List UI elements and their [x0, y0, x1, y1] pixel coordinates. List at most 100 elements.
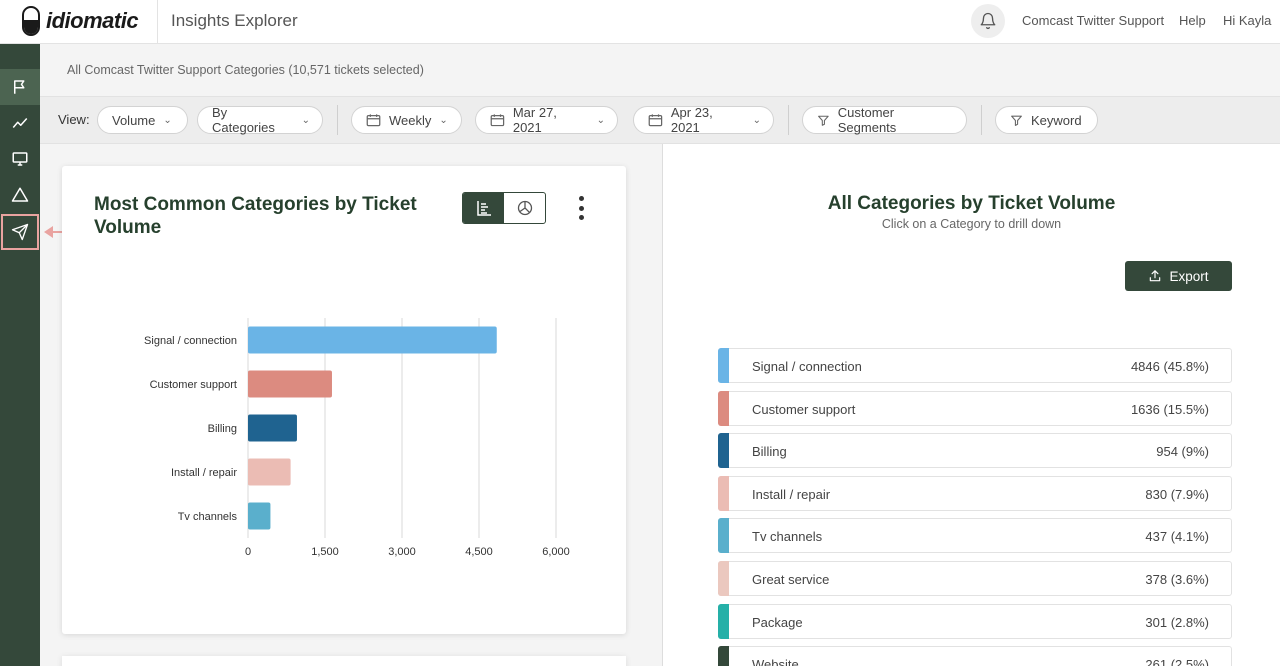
category-value: 261 (2.5%) — [1145, 657, 1209, 666]
pie-chart-toggle[interactable] — [504, 193, 545, 223]
category-color-swatch — [718, 646, 729, 666]
chevron-down-icon: ⌄ — [301, 114, 310, 126]
category-value: 437 (4.1%) — [1145, 529, 1209, 545]
bar[interactable] — [248, 414, 297, 442]
sidebar-item-trends[interactable] — [0, 105, 40, 141]
customer-segments-button[interactable]: Customer Segments — [802, 105, 967, 135]
category-color-swatch — [718, 433, 729, 469]
org-link[interactable]: Comcast Twitter Support — [1022, 13, 1165, 28]
interval-value: Weekly — [389, 112, 432, 128]
category-row[interactable]: Install / repair 830 (7.9%) — [718, 475, 1232, 511]
y-category-label: Tv channels — [178, 511, 238, 523]
grouping-dropdown[interactable]: By Categories ⌄ — [197, 105, 323, 135]
trend-icon — [12, 118, 28, 128]
category-name: Install / repair — [752, 486, 831, 502]
sidebar-item-flag[interactable] — [0, 69, 40, 105]
top-header: idiomatic Insights Explorer Comcast Twit… — [0, 0, 1280, 44]
help-link[interactable]: Help — [1179, 13, 1206, 28]
sidebar-item-alerts[interactable] — [0, 177, 40, 213]
category-name: Website — [752, 657, 799, 666]
chevron-down-icon: ⌄ — [752, 114, 761, 126]
interval-dropdown[interactable]: Weekly ⌄ — [351, 106, 462, 134]
sidebar-item-send[interactable] — [1, 214, 39, 250]
x-tick-label: 4,500 — [465, 546, 493, 558]
breadcrumb: All Comcast Twitter Support Categories (… — [67, 63, 424, 77]
sidebar — [0, 44, 40, 666]
category-row[interactable]: Customer support 1636 (15.5%) — [718, 390, 1232, 426]
bar-chart-toggle[interactable] — [463, 193, 504, 223]
logo-mark-icon — [22, 6, 40, 36]
category-row[interactable]: Tv channels 437 (4.1%) — [718, 518, 1232, 554]
app-title: Insights Explorer — [171, 11, 298, 30]
metric-dropdown[interactable]: Volume ⌄ — [97, 106, 188, 134]
filter-icon — [818, 115, 829, 126]
keyword-label: Keyword — [1031, 112, 1082, 128]
user-menu[interactable]: Hi Kayla — [1223, 13, 1272, 28]
bar-chart-icon — [476, 201, 491, 216]
bar[interactable] — [248, 326, 497, 354]
export-button[interactable]: Export — [1125, 261, 1232, 291]
start-date-value: Mar 27, 2021 — [512, 105, 557, 135]
category-color-swatch — [718, 348, 729, 383]
category-row[interactable]: Billing 954 (9%) — [718, 433, 1232, 469]
chevron-down-icon: ⌄ — [439, 114, 448, 126]
category-row[interactable]: Signal / connection 4846 (45.8%) — [718, 348, 1232, 383]
x-tick-label: 3,000 — [388, 546, 416, 558]
category-value: 301 (2.8%) — [1145, 614, 1209, 630]
category-name: Great service — [752, 572, 830, 587]
category-color-swatch — [718, 518, 729, 554]
x-tick-label: 6,000 — [542, 546, 570, 558]
chart-card-title: Most Common Categories by Ticket Volume — [94, 194, 417, 238]
category-value: 830 (7.9%) — [1145, 486, 1209, 502]
export-label: Export — [1169, 268, 1209, 284]
x-tick-label: 1,500 — [311, 546, 339, 558]
bar-chart: 0 1,500 3,000 4,500 6,000 Signal / connection… — [144, 318, 570, 558]
bar[interactable] — [248, 370, 332, 398]
logo-text: idiomatic — [46, 8, 139, 33]
alert-triangle-icon — [11, 187, 29, 202]
all-categories-title: All Categories by Ticket Volume — [827, 193, 1116, 214]
next-card — [62, 656, 626, 666]
category-row[interactable]: Website 261 (2.5%) — [718, 646, 1232, 666]
bar[interactable] — [248, 458, 291, 486]
panel-divider — [662, 144, 663, 666]
chevron-down-icon: ⌄ — [163, 114, 172, 126]
bar[interactable] — [248, 502, 271, 530]
chevron-down-icon: ⌄ — [596, 114, 605, 126]
more-options-button[interactable] — [574, 194, 588, 222]
keyword-button[interactable]: Keyword — [995, 106, 1098, 134]
filter-bar: View: Volume ⌄ By Categories ⌄ Weekly ⌄ Mar… — [40, 96, 1280, 144]
category-value: 1636 (15.5%) — [1130, 401, 1209, 417]
filter-divider — [981, 105, 982, 135]
category-name: Package — [752, 614, 803, 630]
upload-icon — [1150, 270, 1161, 282]
filter-icon — [1011, 115, 1022, 126]
all-categories-panel: All Categories by Ticket Volume Click on… — [663, 144, 1280, 666]
bell-icon — [980, 12, 996, 30]
calendar-icon — [648, 114, 663, 127]
pie-chart-icon — [517, 200, 532, 216]
view-label: View: — [58, 112, 90, 127]
metric-value: Volume — [112, 112, 156, 128]
start-date-picker[interactable]: Mar 27, 2021 ⌄ — [475, 105, 618, 135]
category-color-swatch — [718, 603, 729, 639]
category-row[interactable]: Great service 378 (3.6%) — [718, 561, 1232, 596]
x-tick-label: 0 — [245, 546, 251, 558]
category-color-swatch — [718, 561, 729, 596]
y-category-label: Billing — [208, 423, 237, 435]
category-row[interactable]: Package 301 (2.8%) — [718, 603, 1232, 639]
calendar-icon — [366, 114, 381, 127]
sidebar-item-monitor[interactable] — [0, 141, 40, 177]
category-color-swatch — [718, 475, 729, 511]
categories-chart-card: Most Common Categories by Ticket Volume … — [62, 166, 626, 634]
flag-icon — [14, 80, 25, 94]
filter-divider — [788, 105, 789, 135]
y-category-label: Customer support — [150, 379, 237, 391]
category-color-swatch — [718, 390, 729, 426]
logo[interactable]: idiomatic — [22, 3, 139, 39]
end-date-picker[interactable]: Apr 23, 2021 ⌄ — [633, 105, 774, 135]
customer-segments-label: Customer Segments — [837, 105, 897, 135]
filter-divider — [337, 105, 338, 135]
notifications-button[interactable] — [971, 4, 1005, 38]
chart-type-toggle — [462, 192, 546, 224]
